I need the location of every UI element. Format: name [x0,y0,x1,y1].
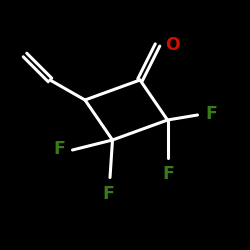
Text: O: O [165,36,180,54]
Text: F: F [53,140,65,158]
Text: F: F [205,105,217,123]
Text: F: F [103,185,115,203]
Text: F: F [163,165,175,183]
